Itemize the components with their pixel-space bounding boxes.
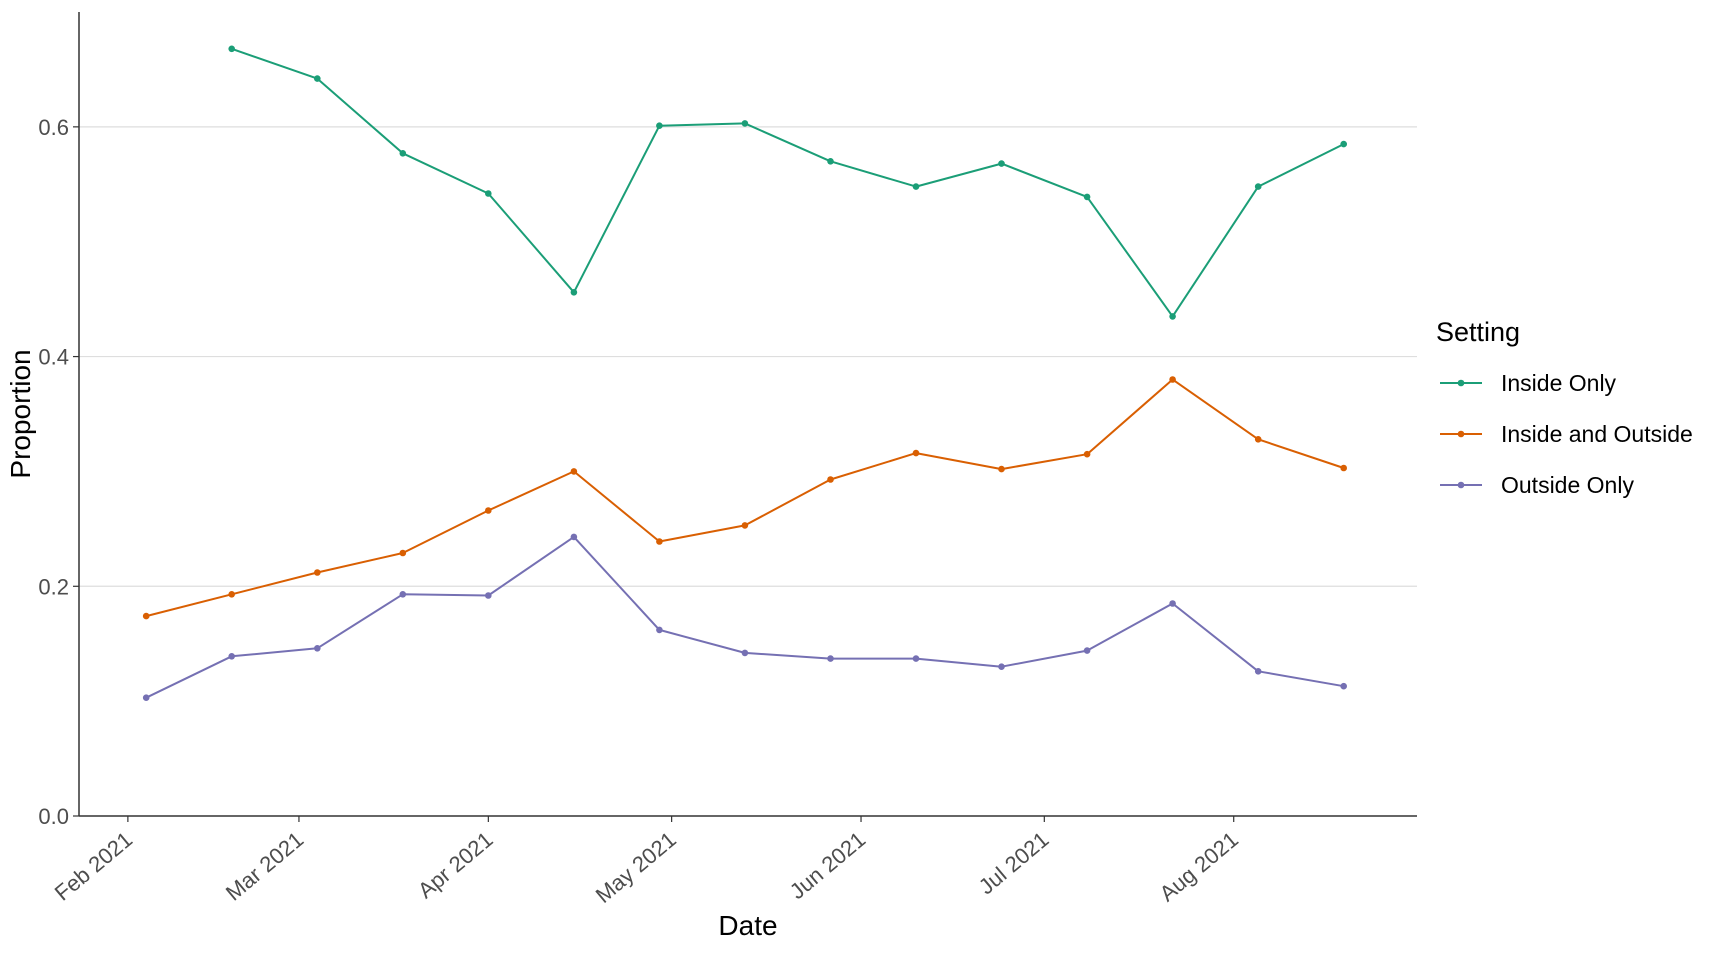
x-tick-label: Jun 2021 bbox=[785, 827, 870, 904]
legend-key-point bbox=[1457, 430, 1465, 438]
x-axis-title: Date bbox=[718, 910, 777, 941]
series-inside-only bbox=[228, 45, 1347, 320]
series-line bbox=[145, 378, 1345, 618]
x-tick-label: Aug 2021 bbox=[1155, 827, 1243, 907]
data-point bbox=[399, 591, 407, 598]
axes bbox=[78, 12, 1417, 817]
data-point bbox=[399, 150, 407, 157]
data-point bbox=[1254, 436, 1262, 443]
data-point bbox=[998, 663, 1005, 670]
data-point bbox=[1340, 682, 1347, 690]
data-point bbox=[741, 649, 749, 657]
legend-key-point bbox=[1457, 481, 1465, 489]
legend-label: Outside Only bbox=[1501, 472, 1634, 498]
data-point bbox=[656, 626, 663, 634]
data-point bbox=[741, 120, 749, 127]
data-point bbox=[1083, 450, 1091, 458]
x-tick-label: May 2021 bbox=[591, 827, 681, 908]
data-point bbox=[1169, 376, 1176, 383]
data-point bbox=[912, 655, 920, 662]
series-outside-only bbox=[142, 533, 1347, 701]
data-point bbox=[485, 507, 492, 514]
x-tick-label: Jul 2021 bbox=[974, 827, 1054, 900]
data-point bbox=[570, 468, 578, 475]
y-tick-label: 0.6 bbox=[38, 115, 69, 140]
data-point bbox=[570, 289, 578, 296]
legend-label: Inside Only bbox=[1501, 370, 1617, 396]
y-ticks: 0.0 0.2 0.4 0.6 bbox=[38, 115, 79, 829]
data-point bbox=[656, 538, 663, 545]
data-point bbox=[827, 158, 834, 165]
legend-item: Outside Only bbox=[1440, 472, 1634, 498]
data-point bbox=[998, 465, 1005, 473]
data-point bbox=[570, 533, 578, 541]
series-line bbox=[145, 535, 1344, 699]
data-point bbox=[1340, 140, 1347, 148]
series-group bbox=[142, 45, 1347, 701]
data-point bbox=[827, 476, 834, 483]
data-point bbox=[1340, 464, 1347, 472]
data-point bbox=[228, 653, 235, 660]
data-point bbox=[142, 612, 150, 620]
legend-title: Setting bbox=[1436, 317, 1520, 347]
data-point bbox=[314, 75, 321, 82]
series-line bbox=[231, 47, 1345, 318]
data-point bbox=[142, 694, 150, 701]
data-point bbox=[485, 190, 492, 197]
data-point bbox=[827, 655, 834, 662]
y-tick-label: 0.2 bbox=[38, 574, 69, 599]
data-point bbox=[1254, 668, 1262, 675]
data-point bbox=[399, 549, 407, 557]
legend: Setting Inside Only Inside and Outside Out… bbox=[1436, 317, 1693, 498]
x-tick-label: Mar 2021 bbox=[221, 827, 308, 906]
series-inside-and-outside bbox=[142, 376, 1347, 620]
data-point bbox=[912, 449, 920, 457]
y-axis-title: Proportion bbox=[5, 349, 36, 478]
data-point bbox=[314, 569, 321, 576]
data-point bbox=[314, 645, 321, 652]
x-tick-label: Apr 2021 bbox=[413, 827, 497, 904]
data-point bbox=[228, 591, 235, 598]
data-point bbox=[656, 122, 663, 129]
data-point bbox=[485, 592, 492, 599]
data-point bbox=[1083, 193, 1091, 201]
legend-key-point bbox=[1457, 379, 1465, 387]
gridlines bbox=[79, 126, 1417, 587]
data-point bbox=[998, 160, 1005, 167]
legend-item: Inside and Outside bbox=[1440, 421, 1693, 447]
legend-label: Inside and Outside bbox=[1501, 421, 1693, 447]
data-point bbox=[741, 522, 749, 529]
y-tick-label: 0.4 bbox=[38, 345, 69, 370]
x-tick-label: Feb 2021 bbox=[50, 827, 137, 906]
data-point bbox=[1083, 647, 1091, 654]
data-point bbox=[1254, 183, 1262, 190]
data-point bbox=[1169, 313, 1176, 320]
y-tick-label: 0.0 bbox=[38, 804, 69, 829]
data-point bbox=[1169, 600, 1176, 607]
x-ticks: Feb 2021 Mar 2021 Apr 2021 May 2021 Jun 2021… bbox=[50, 816, 1243, 908]
legend-item: Inside Only bbox=[1440, 370, 1617, 396]
data-point bbox=[912, 183, 920, 190]
data-point bbox=[228, 45, 235, 53]
